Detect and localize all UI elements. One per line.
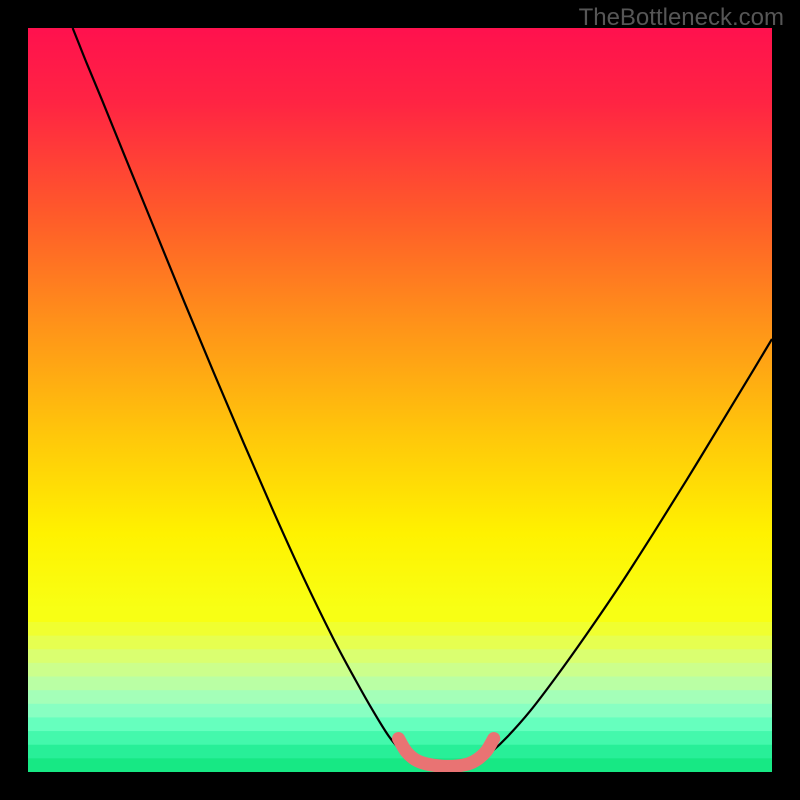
color-band xyxy=(28,704,772,718)
watermark-text: TheBottleneck.com xyxy=(579,4,784,32)
color-band xyxy=(28,717,772,731)
chart-frame: TheBottleneck.com xyxy=(0,0,800,800)
color-band xyxy=(28,649,772,663)
color-band xyxy=(28,677,772,691)
color-band xyxy=(28,636,772,650)
color-band xyxy=(28,663,772,677)
color-band xyxy=(28,622,772,636)
plot-svg xyxy=(28,28,772,772)
plot-area xyxy=(28,28,772,772)
color-band xyxy=(28,608,772,622)
color-band xyxy=(28,758,772,772)
color-band xyxy=(28,690,772,704)
